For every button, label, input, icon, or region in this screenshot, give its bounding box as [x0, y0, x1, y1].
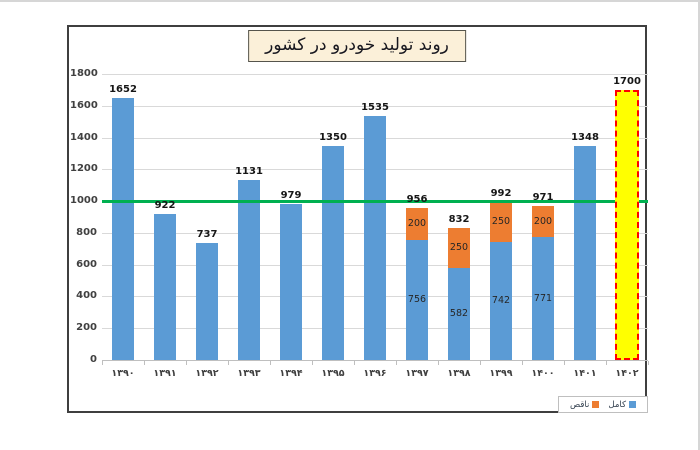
x-tick-label: ۱۳۹۰	[111, 368, 135, 379]
x-tick-label: ۱۳۹۴	[279, 368, 303, 379]
x-tick-label: ۱۳۹۷	[405, 368, 429, 379]
legend-label: ناقص	[569, 399, 590, 410]
bar-complete-10	[532, 237, 554, 360]
bar-complete-11	[574, 145, 596, 360]
bar-total-label: 971	[532, 191, 554, 203]
x-tick-label: ۱۳۹۵	[321, 368, 345, 379]
bar-total-label: 1131	[235, 166, 263, 178]
y-tick-label: 1200	[70, 163, 98, 175]
chart-title: روند تولید خودرو در کشور	[248, 30, 466, 62]
segment-value-incomplete: 200	[407, 217, 427, 229]
chart-legend: ناقص کامل	[558, 396, 648, 413]
x-tick-label: ۱۳۹۲	[195, 368, 219, 379]
bar-total-label: 1652	[109, 83, 137, 95]
bar-complete-4	[280, 204, 302, 360]
y-tick-label: 1800	[70, 68, 98, 79]
bar-incomplete-9	[490, 202, 512, 243]
x-axis-tick	[564, 361, 565, 365]
x-axis-tick	[396, 361, 397, 365]
legend-swatch-icon	[592, 401, 600, 408]
segment-value-complete: 742	[491, 295, 511, 307]
bar-incomplete-8	[448, 227, 470, 268]
segment-value-complete: 771	[533, 292, 553, 304]
bar-complete-3	[238, 180, 260, 360]
bar-complete-2	[196, 242, 218, 360]
bar-total-label: 992	[490, 188, 512, 200]
legend-swatch-icon	[629, 401, 637, 408]
segment-value-complete: 756	[407, 293, 427, 305]
reference-line	[102, 199, 648, 203]
y-tick-label: 200	[76, 322, 97, 334]
bar-total-label: 1535	[361, 102, 389, 114]
gridline	[102, 105, 648, 107]
y-tick-label: 1000	[70, 195, 98, 207]
x-axis-line	[102, 360, 648, 361]
x-tick-label: ۱۴۰۰	[531, 368, 555, 379]
bar-complete-7	[406, 239, 428, 360]
legend-entry-0: کامل	[608, 399, 637, 410]
y-tick-label: 400	[76, 290, 97, 302]
bar-complete-6	[364, 116, 386, 360]
gridline	[102, 74, 648, 75]
bar-total-label: 979	[280, 190, 302, 202]
x-tick-label: ۱۳۹۸	[447, 368, 471, 379]
bar-incomplete-7	[406, 208, 428, 240]
x-tick-label: ۱۳۹۳	[237, 368, 261, 379]
bar-total-label: 832	[448, 213, 470, 225]
x-axis-tick	[522, 361, 523, 365]
x-axis-tick	[270, 361, 271, 365]
segment-value-incomplete: 250	[449, 241, 469, 253]
bar-total-label: 922	[154, 199, 176, 211]
x-axis-tick	[312, 361, 313, 365]
y-tick-label: 0	[90, 354, 97, 365]
x-axis-tick	[354, 361, 355, 365]
x-tick-label: ۱۴۰۲	[615, 368, 639, 379]
bar-total-label: 956	[406, 194, 428, 206]
x-axis-tick	[648, 361, 649, 365]
legend-label: کامل	[608, 399, 627, 410]
bar-complete-0	[112, 97, 134, 360]
y-tick-label: 1600	[70, 99, 98, 111]
bar-complete-5	[322, 145, 344, 360]
x-tick-label: ۱۴۰۱	[573, 368, 597, 379]
bar-incomplete-10	[532, 205, 554, 238]
legend-entry-1: ناقص	[569, 399, 600, 410]
x-axis-tick	[480, 361, 481, 365]
segment-value-incomplete: 200	[533, 215, 553, 227]
forecast-bar-12	[615, 89, 639, 360]
x-tick-label: ۱۳۹۶	[363, 368, 387, 379]
x-axis-tick	[606, 361, 607, 365]
segment-value-complete: 582	[449, 307, 469, 319]
y-tick-label: 1400	[70, 131, 98, 143]
window-top-edge	[0, 0, 700, 2]
x-axis-tick	[438, 361, 439, 365]
y-tick-label: 800	[76, 226, 97, 238]
window-right-edge	[698, 0, 700, 450]
bar-total-label: 737	[196, 228, 218, 240]
bar-total-label: 1348	[571, 131, 599, 143]
bar-total-label: 1350	[319, 131, 347, 143]
x-axis-tick	[102, 361, 103, 365]
x-axis-tick	[186, 361, 187, 365]
chart-frame: روند تولید خودرو در کشور ناقص کامل 0 200 40…	[67, 25, 649, 413]
x-axis-tick	[144, 361, 145, 365]
y-tick-label: 600	[76, 258, 97, 270]
x-axis-tick	[228, 361, 229, 365]
segment-value-incomplete: 250	[491, 216, 511, 228]
bar-complete-8	[448, 267, 470, 360]
x-tick-label: ۱۳۹۱	[153, 368, 177, 379]
bar-complete-1	[154, 213, 176, 360]
x-tick-label: ۱۳۹۹	[489, 368, 513, 379]
bar-complete-9	[490, 242, 512, 360]
bar-total-label: 1700	[613, 75, 641, 87]
